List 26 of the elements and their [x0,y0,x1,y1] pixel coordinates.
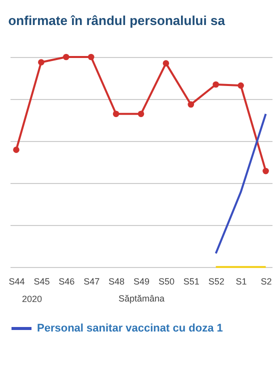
point [162,60,170,66]
x-axis-title: Săptămâna [118,294,165,304]
point [188,101,194,108]
x-tick-label: S49 [133,276,150,286]
x-tick-label: S44 [8,276,25,286]
point [238,82,244,89]
point [262,168,269,174]
x-tick-label: S50 [158,276,174,286]
x-tick-label: S52 [208,276,224,286]
text: 2020 [22,294,42,304]
point [138,110,144,118]
x-tick-label: S48 [108,276,125,286]
point [88,54,94,60]
point [112,110,120,118]
point [212,81,220,88]
x-tick-label: S1 [236,276,247,286]
chart-title: onfirmate în rândul personalului sa [8,12,226,28]
x-tick-label: S51 [183,276,200,286]
x-tick-label: S45 [34,276,50,286]
x-tick-label: S47 [84,276,100,286]
point [62,54,70,60]
x-tick-label: S2 [260,276,272,286]
legend-label: Personal sanitar vaccinat cu doza 1 [37,322,223,334]
point [38,59,44,66]
x-tick-label: S46 [58,276,75,286]
point [13,146,20,153]
